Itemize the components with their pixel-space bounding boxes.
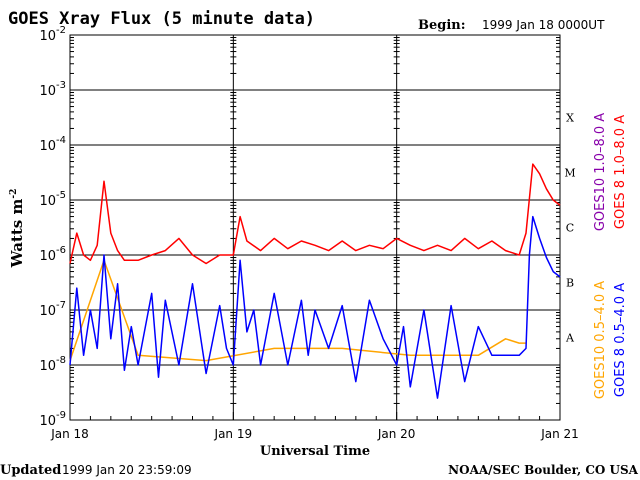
legend-entry: GOES10 1.0–8.0 A	[593, 113, 608, 231]
chart-title: GOES Xray Flux (5 minute data)	[8, 9, 315, 29]
legend-entry: GOES 8 1.0–8.0 A	[613, 115, 628, 229]
flare-class-label: C	[566, 222, 574, 235]
y-tick-label: 10-3	[39, 80, 66, 99]
x-axis-label: Universal Time	[260, 444, 370, 459]
y-tick-label: 10-9	[39, 410, 66, 429]
x-tick-label: Jan 21	[540, 427, 579, 441]
series-lines	[69, 163, 561, 399]
y-axis-label-exp: -2	[9, 189, 19, 199]
y-tick-label: 10-2	[39, 25, 66, 44]
plot-frame	[69, 34, 561, 421]
updated-value: 1999 Jan 20 23:59:09	[62, 463, 192, 477]
flare-class-label: M	[564, 167, 575, 180]
y-tick-label: 10-7	[39, 300, 66, 319]
legend-entry-label: GOES10 1.0–8.0 A	[593, 113, 608, 231]
updated-label: Updated	[0, 463, 61, 478]
y-tick-label: 10-5	[39, 190, 66, 209]
series-line-0	[69, 163, 561, 265]
begin-value: 1999 Jan 18 0000UT	[482, 18, 605, 32]
y-axis-ticks: 10-2 10-3 10-4 10-5 10-6 10-7 10-8 10-9	[39, 25, 560, 429]
y-tick-label: 10-8	[39, 355, 66, 374]
series-line-3	[69, 259, 526, 362]
legend: GOES 8 1.0–8.0 A GOES10 1.0–8.0 A GOES 8 0…	[593, 113, 628, 399]
credit-text: NOAA/SEC Boulder, CO USA	[448, 463, 639, 477]
x-tick-label: Jan 20	[377, 427, 416, 441]
flare-class-labels: X M C B A	[564, 112, 575, 345]
begin-label: Begin:	[418, 18, 466, 33]
x-tick-label: Jan 18	[50, 427, 89, 441]
svg-text:Watts m-2: Watts m-2	[8, 189, 26, 269]
flare-class-label: X	[566, 112, 574, 125]
day-dividers	[230, 35, 400, 420]
legend-entry: GOES10 0.5–4.0 A	[593, 281, 608, 399]
legend-entry: GOES 8 0.5–4.0 A	[613, 283, 628, 397]
x-tick-label: Jan 19	[214, 427, 253, 441]
grid-lines	[70, 89, 560, 366]
legend-entry-label: GOES10 0.5–4.0 A	[593, 281, 608, 399]
series-line-2	[69, 215, 561, 399]
y-tick-label: 10-6	[39, 245, 66, 264]
y-tick-label: 10-4	[39, 135, 66, 154]
legend-entry-label: GOES 8 0.5–4.0 A	[613, 283, 628, 397]
y-axis-label: Watts m-2	[8, 189, 26, 269]
flare-class-label: B	[566, 277, 574, 290]
legend-entry-label: GOES 8 1.0–8.0 A	[613, 115, 628, 229]
x-axis-ticks: Jan 18 Jan 19 Jan 20 Jan 21	[50, 412, 579, 441]
y-axis-label-text: Watts m	[8, 199, 26, 269]
flare-class-label: A	[565, 332, 575, 345]
